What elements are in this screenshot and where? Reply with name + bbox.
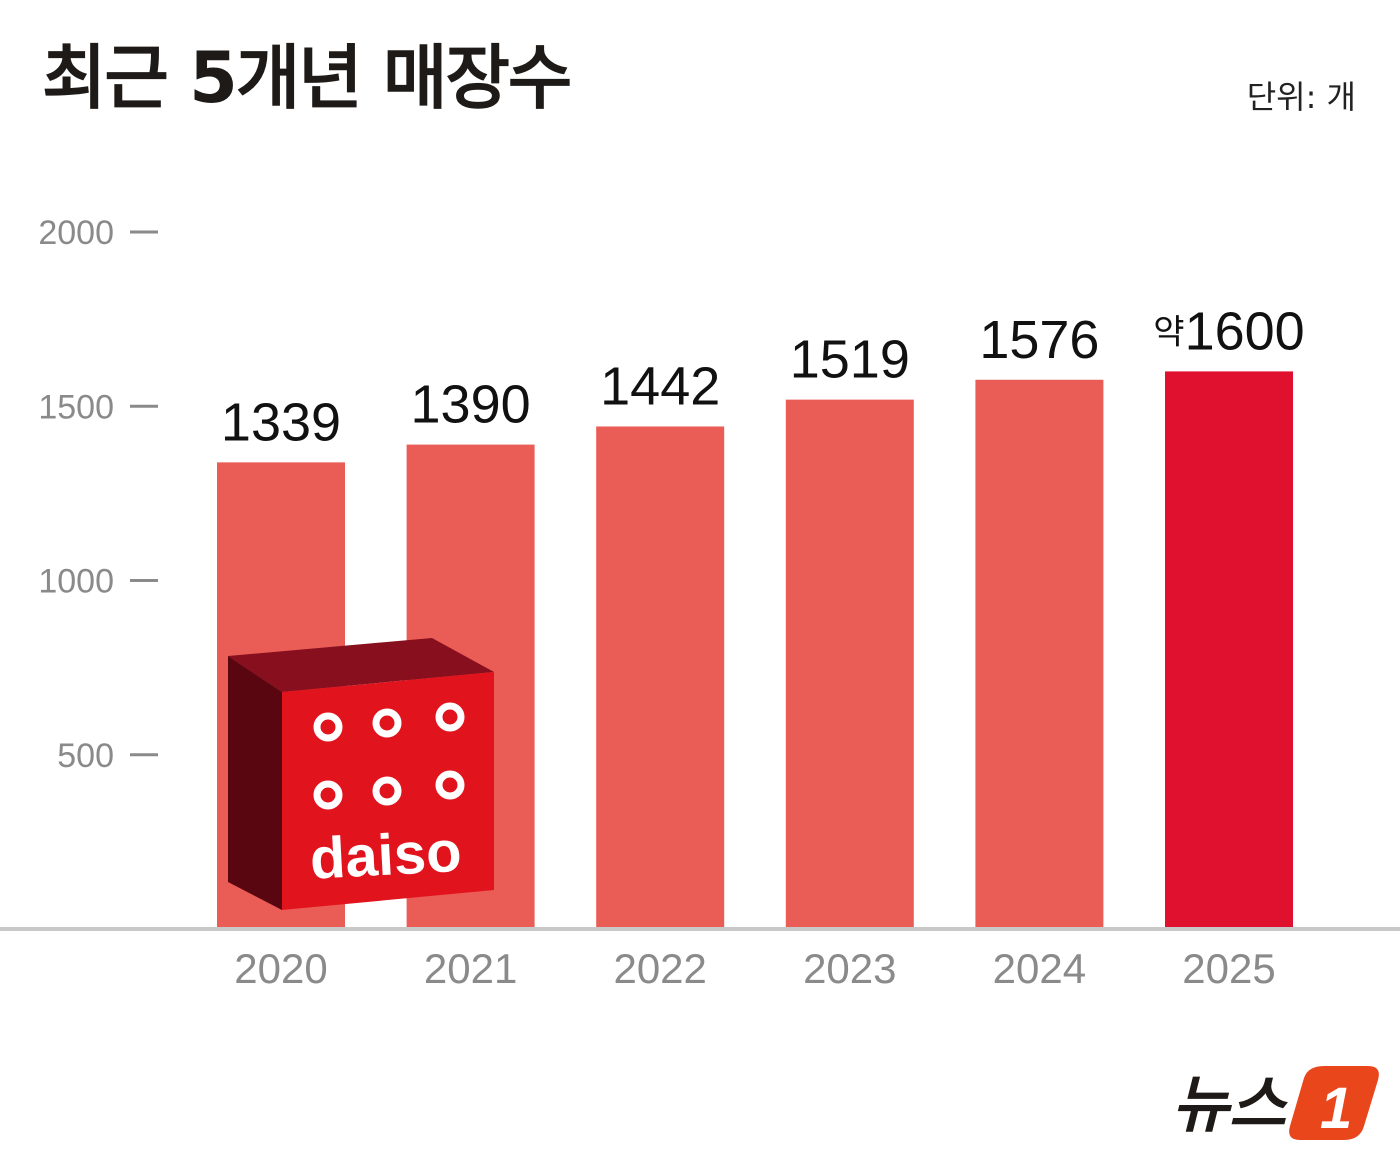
brand-text: 뉴스 xyxy=(1172,1068,1288,1141)
daiso-box-icon: daiso xyxy=(228,638,494,910)
y-axis: 500 1000 1500 2000 xyxy=(38,214,158,775)
bar-2025 xyxy=(1165,371,1293,929)
bar-2024 xyxy=(975,379,1104,929)
unit-label: 단위: 개 xyxy=(1246,78,1356,116)
x-axis: 2020 2021 2022 2023 2024 2025 xyxy=(234,945,1275,992)
x-tick-label: 2021 xyxy=(424,945,517,992)
x-tick-label: 2023 xyxy=(803,945,896,992)
y-tick-label: 1500 xyxy=(38,388,114,426)
y-tick-label: 2000 xyxy=(38,214,114,252)
x-tick-label: 2025 xyxy=(1182,945,1275,992)
x-tick-label: 2022 xyxy=(613,945,706,992)
value-label: 1339 xyxy=(221,392,341,452)
value-label: 약1600 xyxy=(1153,301,1304,361)
y-tick-label: 500 xyxy=(57,737,114,775)
x-tick-label: 2024 xyxy=(993,945,1086,992)
bar-2022 xyxy=(596,426,725,929)
value-label: 1442 xyxy=(600,356,720,416)
value-label: 1519 xyxy=(790,330,910,390)
value-labels: 1339 1390 1442 1519 1576 약1600 xyxy=(221,301,1305,452)
bar-2023 xyxy=(785,399,914,929)
x-tick-label: 2020 xyxy=(234,945,327,992)
value-label: 1576 xyxy=(979,310,1099,370)
brand-mark: 1 xyxy=(1320,1076,1352,1141)
value-label: 1390 xyxy=(411,375,531,435)
chart-title: 최근 5개년 매장수 xyxy=(42,37,572,119)
news1-logo-icon: 뉴스 1 xyxy=(1172,1066,1379,1141)
daiso-logo-text: daiso xyxy=(308,819,463,892)
y-tick-label: 1000 xyxy=(38,563,114,601)
